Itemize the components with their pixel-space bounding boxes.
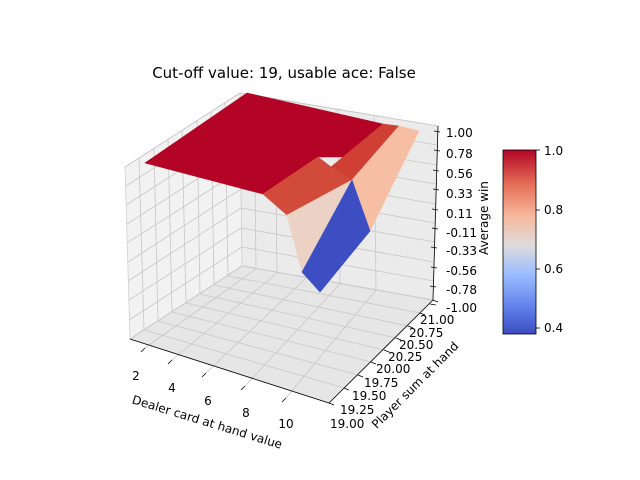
y-tick-label: 20.25 (388, 350, 422, 364)
surface (144, 92, 420, 293)
y-tick-label: 20.00 (376, 362, 410, 376)
y-tick-label: 19.50 (352, 389, 386, 403)
x-tick-label: 10 (278, 417, 293, 431)
y-tick-label: 19.00 (330, 417, 364, 431)
surface-facet-mid-step (262, 156, 353, 216)
surface-facet-valley (301, 179, 371, 293)
z-tick-label: 0.33 (446, 187, 473, 201)
colorbar-gradient (502, 149, 537, 335)
colorbar: 0.4 0.6 0.8 1.0 (502, 144, 563, 335)
y-tick-label: 21.00 (420, 313, 454, 327)
y-tick-marks (328, 299, 439, 406)
x-tick-marks (140, 347, 287, 403)
z-tick-label: 0.78 (446, 147, 473, 161)
colorbar-tick-label: 0.8 (544, 203, 563, 217)
y-tick-label: 20.50 (399, 338, 433, 352)
colorbar-tick-label: 0.4 (544, 321, 563, 335)
x-tick-label: 8 (242, 406, 250, 420)
z-tick-label: -0.56 (446, 264, 477, 278)
y-tick-label: 20.75 (409, 326, 443, 340)
x-tick-label: 4 (168, 381, 176, 395)
z-tick-label: -0.33 (446, 244, 477, 258)
z-tick-label: 0.11 (446, 207, 473, 221)
z-tick-marks (429, 130, 441, 306)
x-tick-label: 2 (132, 369, 140, 383)
z-axis-label: Average win (477, 181, 491, 255)
chart-title: Cut-off value: 19, usable ace: False (152, 64, 416, 82)
z-axis: 1.00 0.78 0.56 0.33 0.11 -0.11 -0.33 -0.… (429, 125, 491, 315)
z-tick-label: -0.11 (446, 226, 477, 240)
z-tick-label: 0.56 (446, 167, 473, 181)
x-tick-label: 6 (204, 394, 212, 408)
colorbar-tick-label: 0.6 (544, 262, 563, 276)
z-tick-label: -0.78 (446, 283, 477, 297)
colorbar-tick-marks (536, 149, 540, 329)
z-tick-label: 1.00 (446, 126, 473, 140)
colorbar-tick-label: 1.0 (544, 144, 563, 158)
y-tick-label: 19.25 (340, 403, 374, 417)
z-tick-label: -1.00 (446, 301, 477, 315)
y-tick-label: 19.75 (364, 376, 398, 390)
